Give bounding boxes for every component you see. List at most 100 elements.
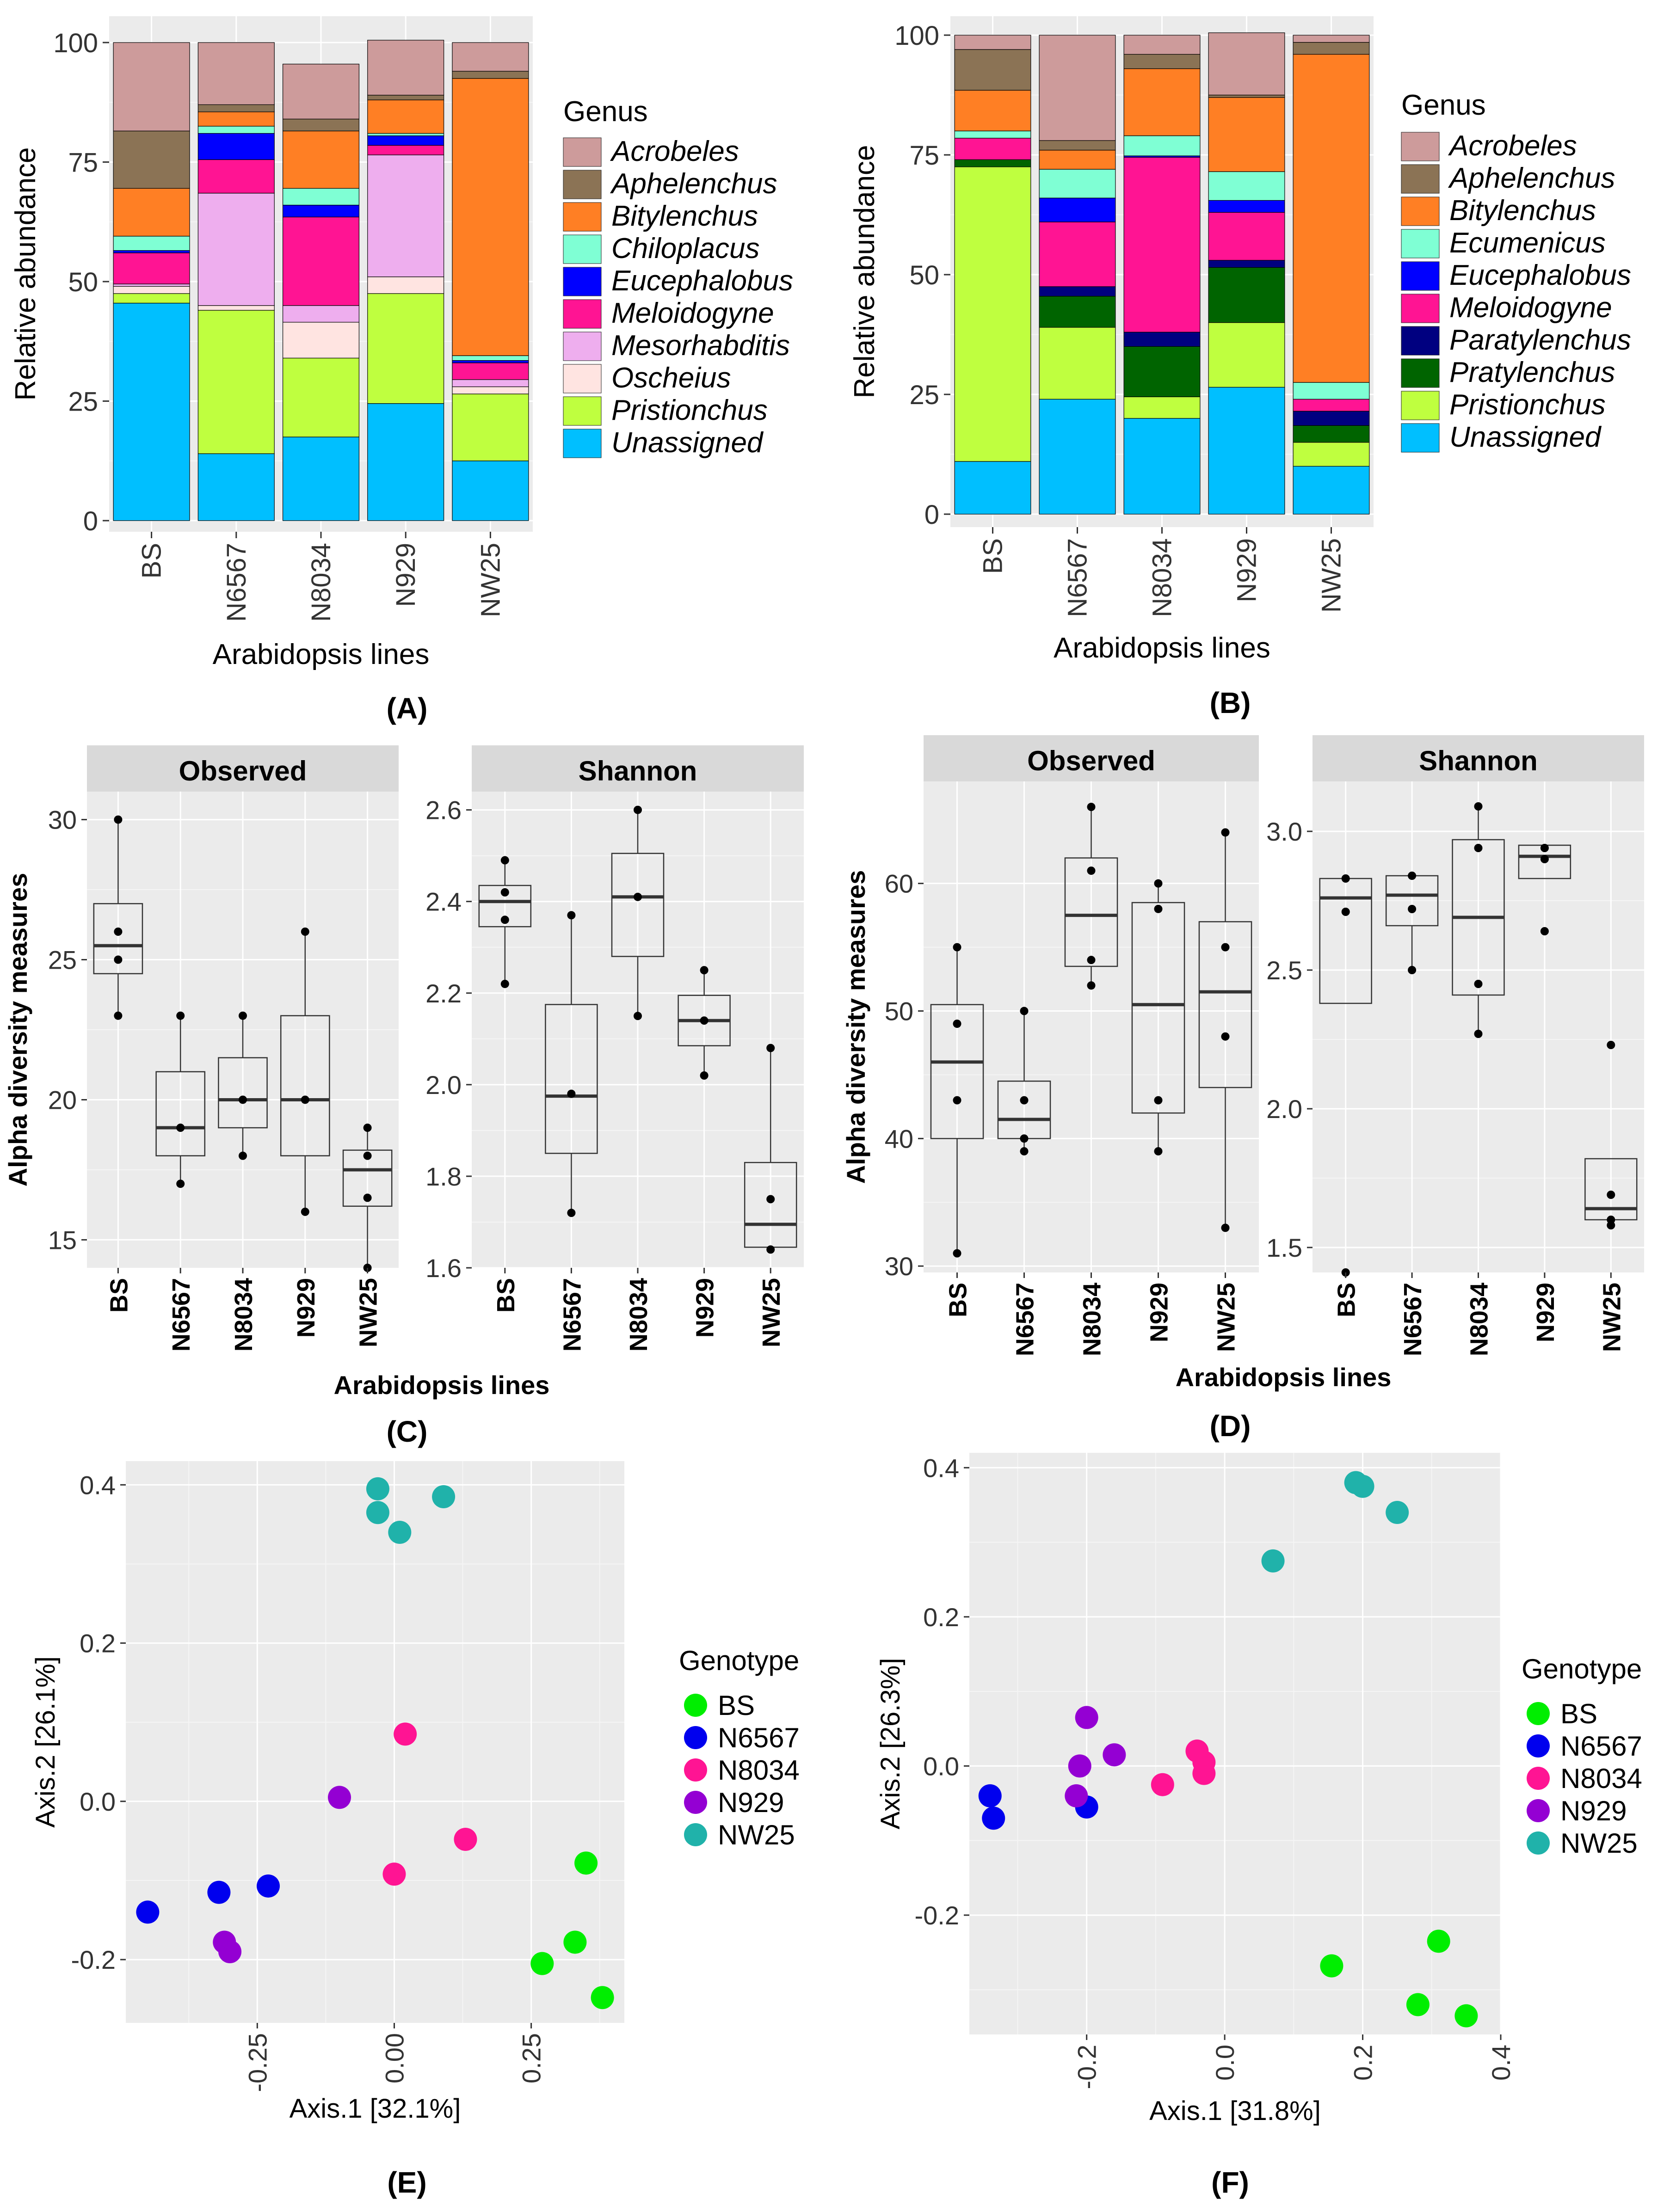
bar-segment-mesorhabditis bbox=[367, 154, 444, 277]
x-tick-label: N929 bbox=[292, 1278, 320, 1338]
bar-segment-aphelenchus bbox=[452, 71, 529, 79]
point-bs bbox=[1406, 1993, 1430, 2016]
data-point bbox=[239, 1011, 247, 1020]
data-point bbox=[1154, 1147, 1163, 1155]
y-tick-label: 0.2 bbox=[923, 1603, 959, 1632]
data-point bbox=[953, 943, 961, 952]
legend-key-aphelenchus bbox=[1401, 164, 1440, 194]
x-tick-label: BS bbox=[492, 1278, 520, 1313]
facet-shannon: Shannon 1.5 2.0 2.5 3.0 BS N6567 N8034 N929 NW25 bbox=[1266, 735, 1644, 1356]
data-point bbox=[766, 1195, 775, 1204]
bar-segment-acrobeles bbox=[282, 63, 360, 120]
bar-segment-oscheius bbox=[367, 276, 444, 294]
bar-segment-acrobeles bbox=[1039, 35, 1116, 141]
bar-segment-paratylenchus bbox=[1039, 286, 1116, 297]
legend-label-nw25: NW25 bbox=[1560, 1828, 1638, 1859]
panel-label-d: (D) bbox=[1210, 1409, 1251, 1443]
bar-segment-ecumenicus bbox=[954, 130, 1031, 139]
legend-key-pristionchus bbox=[1401, 391, 1440, 420]
box-iqr bbox=[1131, 902, 1185, 1114]
bar-segment-aphelenchus bbox=[1208, 94, 1285, 98]
bar-segment-pristionchus bbox=[197, 310, 275, 454]
bar-segment-pristionchus bbox=[452, 393, 529, 461]
x-tick-label: N6567 bbox=[1063, 538, 1093, 617]
bar-segment-unassigned bbox=[452, 461, 529, 521]
panel-label-f: (F) bbox=[1211, 2166, 1249, 2199]
x-tick-label: N6567 bbox=[1011, 1283, 1039, 1356]
legend-label-acrobeles: Acrobeles bbox=[610, 135, 739, 167]
panel-label-b: (B) bbox=[1210, 686, 1251, 719]
bar-segment-aphelenchus bbox=[1123, 54, 1201, 69]
y-tick-label: 40 bbox=[885, 1124, 913, 1153]
point-n929 bbox=[1103, 1743, 1126, 1767]
bar-segment-paratylenchus bbox=[1123, 332, 1201, 347]
bar-segment-meloidogyne bbox=[367, 145, 444, 155]
box-n929 bbox=[678, 966, 731, 1080]
x-tick-label: NW25 bbox=[1598, 1283, 1626, 1352]
bar-segment-pristionchus bbox=[954, 166, 1031, 462]
box-iqr bbox=[93, 903, 143, 975]
legend-label-oscheius: Oscheius bbox=[611, 362, 731, 394]
bar-segment-ecumenicus bbox=[1039, 169, 1116, 198]
y-tick-label: 50 bbox=[909, 260, 939, 290]
y-tick-label: 100 bbox=[894, 21, 939, 51]
data-point bbox=[1607, 1191, 1615, 1199]
bar-segment-bitylenchus bbox=[1208, 97, 1285, 172]
bar-segment-pristionchus bbox=[1293, 442, 1370, 467]
point-nw25 bbox=[388, 1521, 412, 1544]
point-nw25 bbox=[366, 1501, 389, 1524]
bar-segment-mesorhabditis bbox=[452, 379, 529, 387]
legend-label-n8034: N8034 bbox=[1560, 1763, 1642, 1794]
data-point bbox=[1540, 844, 1549, 852]
x-tick-label: 0.2 bbox=[1349, 2045, 1378, 2081]
facet-strip bbox=[924, 735, 1259, 781]
box-iqr bbox=[930, 1004, 984, 1139]
y-axis-title: Axis.2 [26.3%] bbox=[875, 1658, 906, 1830]
y-tick-label: 25 bbox=[48, 946, 77, 975]
bar-segment-aphelenchus bbox=[1293, 42, 1370, 55]
data-point bbox=[634, 1012, 642, 1020]
bar-segment-oscheius bbox=[452, 386, 529, 394]
x-tick-label: N6567 bbox=[167, 1278, 195, 1352]
bar-segment-aphelenchus bbox=[954, 49, 1031, 91]
data-point bbox=[1087, 803, 1096, 811]
x-tick-label: NW25 bbox=[1213, 1283, 1240, 1352]
bar-segment-meloidogyne bbox=[1293, 399, 1370, 412]
box-n8034 bbox=[1452, 802, 1505, 1038]
bar-segment-meloidogyne bbox=[1208, 212, 1285, 261]
bar-segment-eucephalobus bbox=[1208, 200, 1285, 213]
box-n6567 bbox=[1385, 872, 1439, 974]
data-point bbox=[239, 1151, 247, 1160]
bar-segment-pratylenchus bbox=[954, 159, 1031, 167]
point-nw25 bbox=[1351, 1475, 1374, 1498]
data-point bbox=[953, 1249, 961, 1258]
y-tick-label: 0.0 bbox=[923, 1751, 959, 1781]
point-n929 bbox=[1065, 1784, 1088, 1807]
y-tick-label: 50 bbox=[68, 267, 98, 297]
legend-key-meloidogyne bbox=[563, 299, 602, 329]
legend-label-n6567: N6567 bbox=[1560, 1731, 1642, 1762]
bar-segment-mesorhabditis bbox=[113, 283, 190, 287]
box-nw25 bbox=[744, 1044, 797, 1254]
bar-segment-unassigned bbox=[1293, 466, 1370, 515]
y-axis-title: Alpha diversity measures bbox=[841, 870, 870, 1184]
bar-segment-chiloplacus bbox=[367, 133, 444, 136]
legend-key-unassigned bbox=[1401, 423, 1440, 453]
data-point bbox=[700, 1016, 709, 1025]
x-tick-label: NW25 bbox=[1317, 538, 1347, 613]
x-tick-label: N8034 bbox=[230, 1278, 258, 1352]
x-tick-label: BS bbox=[105, 1278, 133, 1313]
bar-segment-mesorhabditis bbox=[197, 193, 275, 306]
panel-label-a: (A) bbox=[387, 692, 428, 725]
x-tick-label: N8034 bbox=[625, 1278, 653, 1352]
bar-segment-pristionchus bbox=[1123, 396, 1201, 419]
panel-e-pcoa-scatter: -0.25 0.00 0.25 -0.2 0.0 0.2 0.4 Axis.1 [32.1%]… bbox=[31, 1461, 800, 2124]
data-point bbox=[301, 1207, 309, 1216]
legend-key-pristionchus bbox=[563, 396, 602, 426]
x-tick-label: N6567 bbox=[1399, 1283, 1427, 1356]
bar-segment-bitylenchus bbox=[1039, 150, 1116, 170]
facet-strip-label: Observed bbox=[1027, 745, 1155, 776]
point-bs bbox=[530, 1952, 554, 1975]
y-tick-label: 0.2 bbox=[80, 1629, 116, 1658]
